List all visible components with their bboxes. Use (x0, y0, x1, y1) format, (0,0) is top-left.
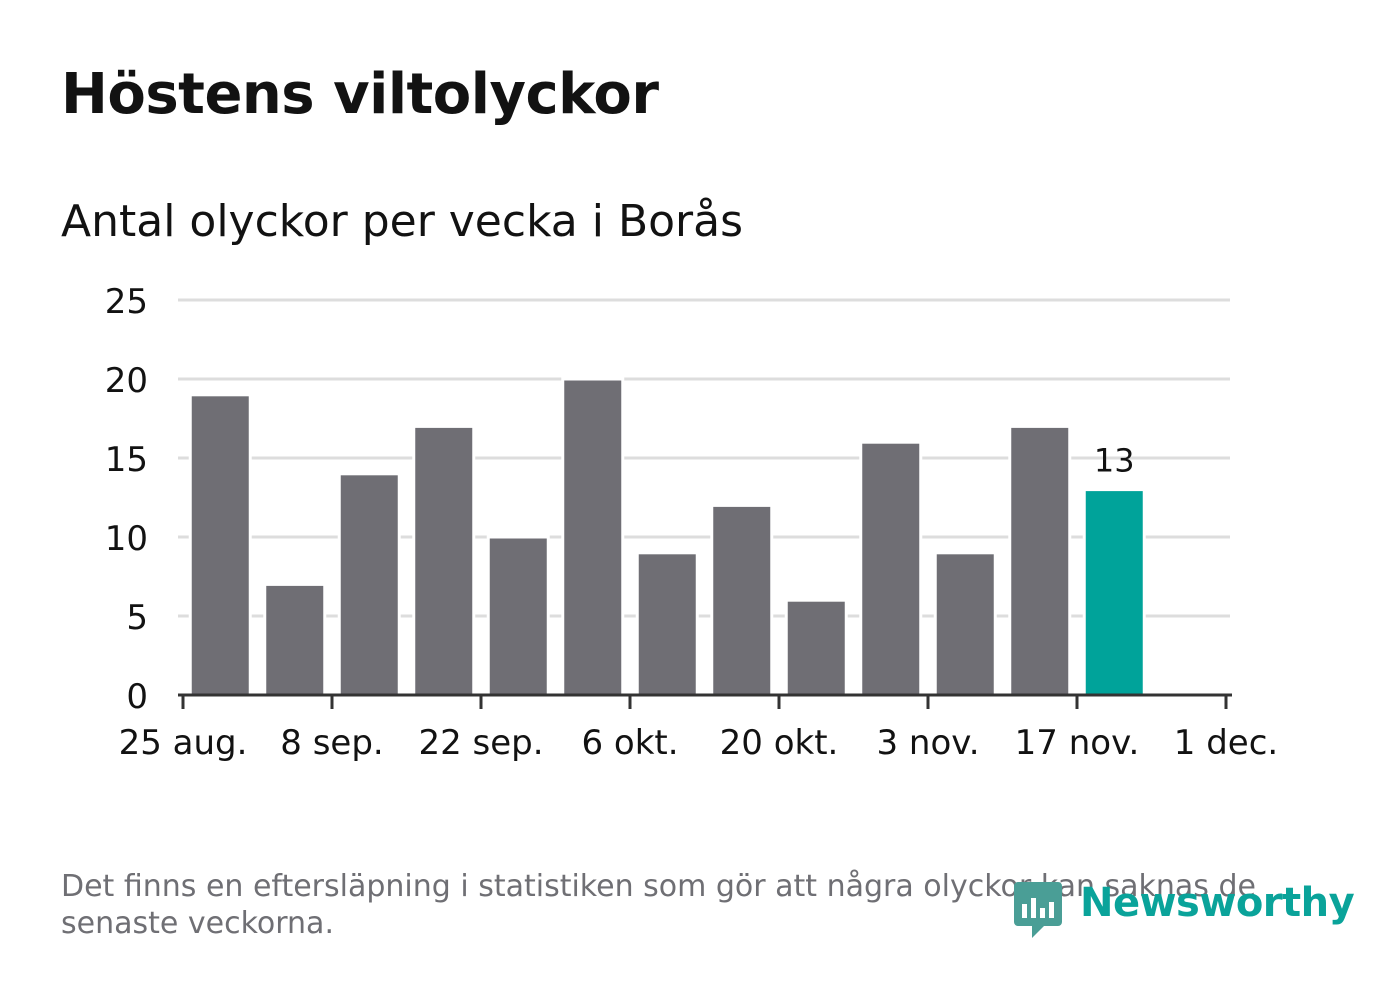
y-tick-label: 5 (126, 598, 148, 638)
y-tick-label: 20 (105, 361, 148, 401)
chart-subtitle: Antal olyckor per vecka i Borås (61, 196, 744, 247)
x-tick-label: 6 okt. (581, 723, 678, 763)
bar (486, 535, 550, 697)
bar (784, 598, 848, 697)
bar (933, 551, 997, 697)
x-tick-label: 20 okt. (720, 723, 839, 763)
x-tick-label: 25 aug. (119, 723, 248, 763)
bar (1082, 488, 1146, 697)
y-tick-label: 15 (105, 440, 148, 480)
x-tick-label: 1 dec. (1174, 723, 1278, 763)
bar (263, 582, 327, 697)
data-label: 13 (1094, 442, 1135, 480)
bar (188, 393, 252, 697)
newsworthy-logo: Newsworthy (1010, 878, 1355, 944)
bar (859, 440, 923, 697)
chart-title: Höstens viltolyckor (61, 62, 659, 127)
bar (412, 424, 476, 697)
bar (1008, 424, 1072, 697)
bar (561, 377, 625, 697)
newsworthy-chat-bars-icon (1014, 882, 1062, 938)
x-tick-label: 17 nov. (1015, 723, 1140, 763)
bar (337, 472, 401, 697)
logo-text: Newsworthy (1080, 880, 1355, 926)
bar (710, 503, 774, 697)
x-tick-label: 8 sep. (280, 723, 383, 763)
y-tick-label: 0 (126, 677, 148, 717)
x-tick-label: 22 sep. (418, 723, 543, 763)
y-tick-label: 25 (105, 282, 148, 322)
bar (635, 551, 699, 697)
x-tick-label: 3 nov. (876, 723, 979, 763)
y-tick-label: 10 (105, 519, 148, 559)
